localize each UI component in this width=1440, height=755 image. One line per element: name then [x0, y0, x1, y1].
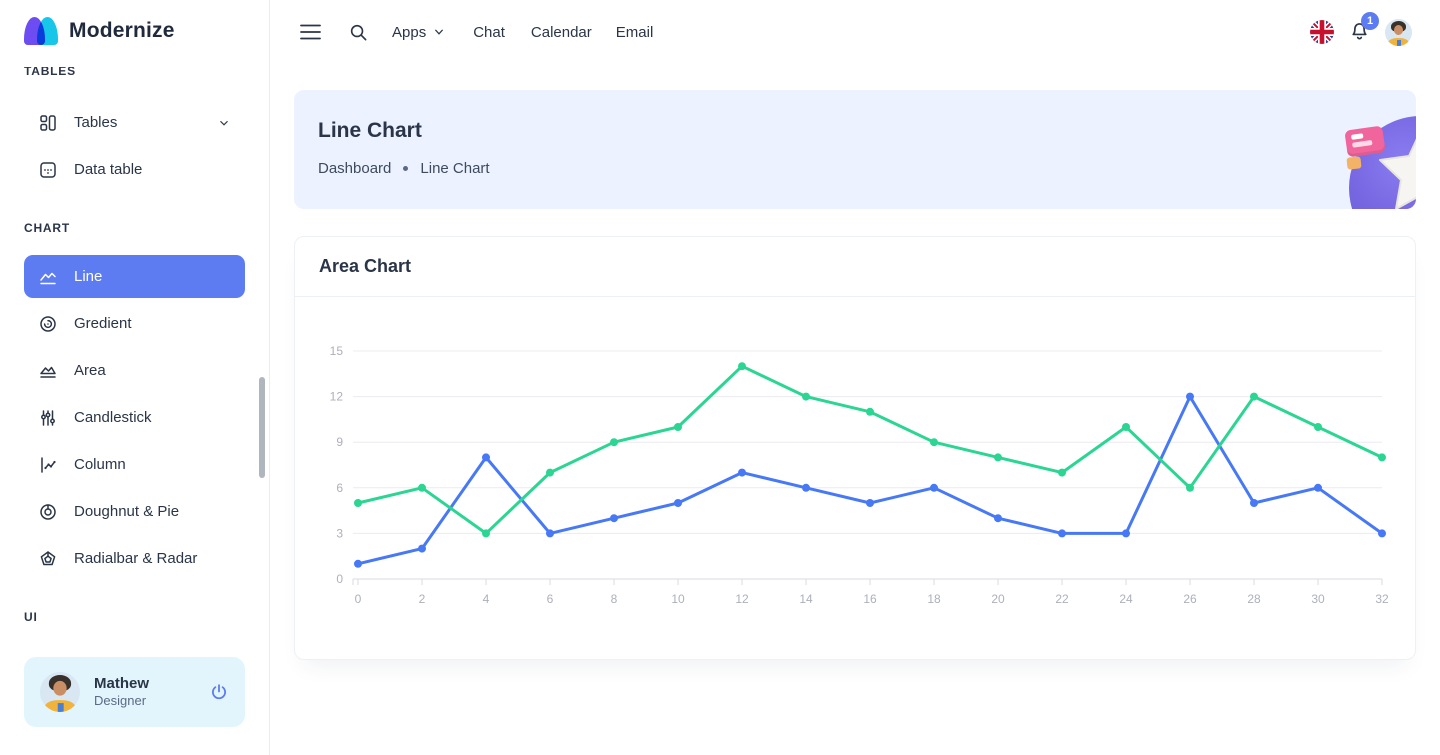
- profile-card[interactable]: Mathew Designer: [24, 657, 245, 727]
- breadcrumb-dashboard-link[interactable]: Dashboard: [318, 160, 392, 177]
- column-chart-icon: [41, 456, 56, 473]
- decorative-3d-art: [1216, 90, 1416, 209]
- svg-text:6: 6: [336, 481, 343, 495]
- profile-name: Mathew: [94, 674, 150, 692]
- pink-card-graphic: [1344, 125, 1386, 158]
- logout-button[interactable]: [209, 682, 229, 702]
- chevron-down-icon: [435, 29, 444, 35]
- sidebar-item-data-table[interactable]: Data table: [24, 148, 245, 191]
- brand-logo[interactable]: Modernize: [24, 15, 175, 47]
- svg-text:12: 12: [330, 390, 344, 404]
- sidebar: Modernize TABLES Tables Data table CHART…: [0, 0, 270, 755]
- nav-apps-dropdown[interactable]: Apps: [392, 24, 445, 41]
- svg-text:8: 8: [611, 592, 618, 606]
- sidebar-item-label: Data table: [74, 161, 143, 178]
- svg-text:20: 20: [991, 592, 1005, 606]
- sidebar-item-candlestick[interactable]: Candlestick: [24, 396, 245, 439]
- sidebar-item-column[interactable]: Column: [24, 443, 245, 486]
- brand-logo-icon: [24, 15, 60, 47]
- svg-text:24: 24: [1119, 592, 1133, 606]
- sidebar-item-label: Radialbar & Radar: [74, 550, 198, 567]
- notification-badge: 1: [1361, 12, 1379, 30]
- top-header: Apps Chat Calendar Email: [270, 0, 1440, 64]
- svg-text:22: 22: [1055, 592, 1069, 606]
- svg-text:9: 9: [336, 435, 343, 449]
- sidebar-item-label: Tables: [74, 114, 118, 131]
- sidebar-item-label: Gredient: [74, 315, 132, 332]
- svg-text:32: 32: [1375, 592, 1389, 606]
- tables-icon: [40, 114, 56, 131]
- sidebar-item-label: Candlestick: [74, 409, 152, 426]
- sidebar-item-radialbar-radar[interactable]: Radialbar & Radar: [24, 537, 245, 580]
- chart-card-header: Area Chart: [295, 237, 1415, 297]
- section-label-chart: CHART: [24, 221, 70, 235]
- chart-body: 0 3 6 9 12 15 0 2 4 6 8 10 12 14 16 18 20 22 24 26 28 30 32: [295, 297, 1415, 659]
- user-avatar-button[interactable]: [1385, 18, 1412, 46]
- area-chart-icon: [40, 366, 56, 378]
- sidebar-item-label: Column: [74, 456, 126, 473]
- svg-text:2: 2: [419, 592, 426, 606]
- orange-cube-graphic: [1346, 156, 1362, 170]
- breadcrumb-dot-separator: [403, 166, 409, 171]
- sidebar-item-label: Line: [74, 268, 103, 285]
- sidebar-item-line[interactable]: Line: [24, 255, 245, 298]
- sidebar-scrollbar[interactable]: [259, 377, 265, 478]
- purple-sphere-graphic: [1349, 116, 1416, 209]
- profile-role: Designer: [94, 693, 147, 709]
- sidebar-item-area[interactable]: Area: [24, 349, 245, 392]
- section-label-ui: UI: [24, 610, 38, 624]
- section-label-tables: TABLES: [24, 67, 76, 78]
- svg-text:16: 16: [863, 592, 877, 606]
- brand-name: Modernize: [69, 19, 175, 42]
- nav-chat-link[interactable]: Chat: [473, 23, 505, 41]
- svg-text:18: 18: [927, 592, 941, 606]
- profile-avatar: [40, 672, 80, 712]
- svg-text:10: 10: [671, 592, 685, 606]
- hamburger-icon: [300, 24, 321, 40]
- power-icon: [212, 684, 226, 700]
- language-flag-button[interactable]: [1310, 20, 1334, 44]
- breadcrumb: Dashboard Line Chart: [318, 160, 490, 177]
- breadcrumb-banner: Line Chart Dashboard Line Chart: [294, 90, 1416, 209]
- star-graphic: [1379, 138, 1416, 209]
- main-area: Apps Chat Calendar Email: [270, 0, 1440, 755]
- svg-text:0: 0: [336, 572, 343, 586]
- sidebar-item-label: Doughnut & Pie: [74, 503, 180, 520]
- svg-text:12: 12: [735, 592, 749, 606]
- search-icon: [350, 24, 367, 40]
- sidebar-item-tables[interactable]: Tables: [24, 101, 245, 144]
- doughnut-pie-chart-icon: [40, 503, 56, 520]
- candlestick-chart-icon: [41, 409, 55, 426]
- avatar: [1385, 18, 1412, 46]
- nav-calendar-link[interactable]: Calendar: [530, 23, 592, 41]
- breadcrumb-current: Line Chart: [420, 160, 490, 177]
- chevron-down-icon: [220, 120, 228, 126]
- area-chart-card: Area Chart 0 3 6 9 12 15 0 2 4 6 8 10 12 14 16 18 20 22 24…: [294, 236, 1416, 660]
- notifications-button[interactable]: 1: [1349, 12, 1379, 43]
- svg-text:26: 26: [1183, 592, 1197, 606]
- line-chart-icon: [40, 272, 56, 284]
- menu-toggle-button[interactable]: [300, 24, 321, 40]
- svg-text:3: 3: [336, 526, 343, 540]
- radialbar-radar-chart-icon: [40, 550, 56, 565]
- uk-flag-icon: [1310, 20, 1334, 44]
- sidebar-item-label: Area: [74, 362, 106, 379]
- nav-email-link[interactable]: Email: [615, 23, 654, 41]
- search-button[interactable]: [349, 23, 368, 42]
- sidebar-item-doughnut-pie[interactable]: Doughnut & Pie: [24, 490, 245, 533]
- data-table-icon: [40, 161, 56, 178]
- svg-text:4: 4: [483, 592, 490, 606]
- svg-text:14: 14: [799, 592, 813, 606]
- page-title: Line Chart: [318, 119, 422, 142]
- svg-text:28: 28: [1247, 592, 1261, 606]
- svg-text:0: 0: [355, 592, 362, 606]
- svg-text:6: 6: [547, 592, 554, 606]
- chart-card-title: Area Chart: [319, 256, 412, 276]
- gradient-chart-icon: [40, 315, 56, 332]
- sidebar-item-gredient[interactable]: Gredient: [24, 302, 245, 345]
- nav-apps-label: Apps: [392, 23, 427, 41]
- svg-text:15: 15: [330, 344, 344, 358]
- svg-text:30: 30: [1311, 592, 1325, 606]
